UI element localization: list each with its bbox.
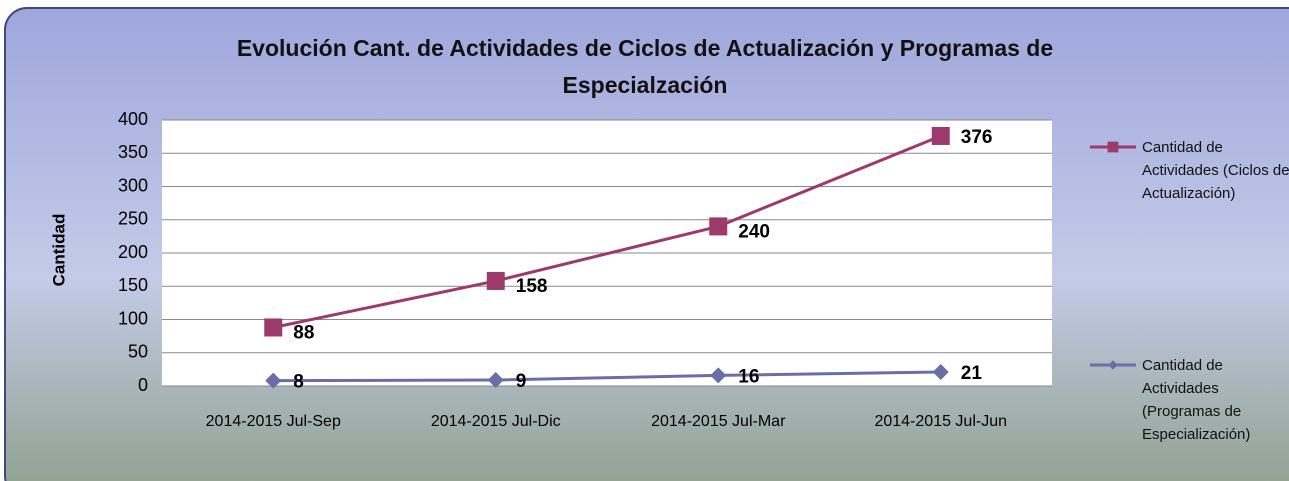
data-label: 158 xyxy=(516,276,548,297)
x-tick-label: 2014-2015 Jul-Jun xyxy=(874,413,1007,430)
marker xyxy=(931,126,950,145)
marker xyxy=(487,372,504,389)
legend-marker xyxy=(1107,141,1119,153)
y-tick-label: 400 xyxy=(118,109,148,129)
y-tick-label: 250 xyxy=(118,209,148,229)
y-tick-label: 300 xyxy=(118,175,148,195)
marker xyxy=(486,271,505,290)
y-axis-label: Cantidad xyxy=(49,214,68,287)
data-label: 240 xyxy=(738,221,770,242)
data-label: 376 xyxy=(961,127,993,148)
y-tick-label: 100 xyxy=(118,308,148,328)
data-label: 9 xyxy=(516,371,527,392)
chart-title: Evolución Cant. de Actividades de Ciclos… xyxy=(236,35,1054,98)
y-tick-label: 0 xyxy=(138,375,148,395)
y-tick-label: 200 xyxy=(118,242,148,262)
legend-label: Cantidad de Actividades (Programas de Es… xyxy=(1142,357,1251,443)
y-tick-label: 150 xyxy=(118,275,148,295)
x-tick-label: 2014-2015 Jul-Mar xyxy=(651,413,786,430)
data-label: 16 xyxy=(738,366,759,387)
data-label: 8 xyxy=(293,372,304,393)
data-label: 21 xyxy=(961,363,983,384)
y-tick-label: 50 xyxy=(128,342,148,362)
data-label: 88 xyxy=(293,322,314,343)
legend-label: Cantidad de Actividades (Ciclos de Actua… xyxy=(1142,139,1289,202)
marker xyxy=(710,367,727,384)
y-tick-label: 350 xyxy=(118,142,148,162)
marker xyxy=(709,217,728,236)
marker xyxy=(932,364,949,381)
x-tick-label: 2014-2015 Jul-Sep xyxy=(206,413,341,430)
legend-marker xyxy=(1108,360,1118,370)
marker xyxy=(265,372,282,389)
series-line xyxy=(272,134,942,329)
x-tick-label: 2014-2015 Jul-Dic xyxy=(431,413,561,430)
series-line xyxy=(273,370,941,383)
marker xyxy=(264,318,283,337)
